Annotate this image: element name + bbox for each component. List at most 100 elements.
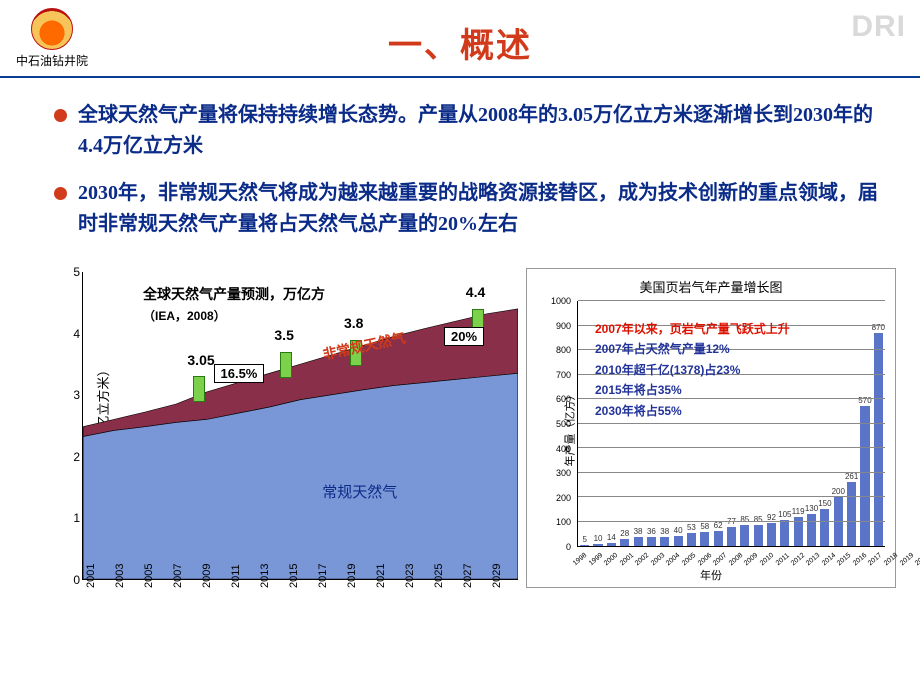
y-tick: 4 [73, 327, 80, 341]
bar [647, 537, 656, 546]
overlay-line: 2015年将占35% [595, 380, 790, 400]
x-tick: 2021 [373, 582, 402, 628]
x-tick: 2007 [169, 582, 198, 628]
x-tick: 2005 [140, 582, 169, 628]
bullet-item: 全球天然气产量将保持持续增长态势。产量从2008年的3.05万亿立方米逐渐增长到… [56, 100, 880, 162]
y-tick: 2 [73, 450, 80, 464]
x-tick: 2027 [460, 582, 489, 628]
watermark: DRI [851, 10, 906, 44]
conventional-series [83, 373, 518, 579]
slide-title: 一、概述 [0, 0, 920, 67]
overlay-line: 2010年超千亿(1378)占23% [595, 360, 790, 380]
bar-value-label: 58 [700, 522, 709, 531]
gridline [578, 447, 885, 448]
y-tick: 700 [547, 370, 571, 380]
bar-x-label: 年份 [527, 567, 895, 583]
bar-column: 150 [818, 301, 831, 546]
bar-value-label: 38 [660, 527, 669, 536]
bar [607, 543, 616, 546]
x-tick: 2017 [315, 582, 344, 628]
x-tick: 2003 [111, 582, 140, 628]
us-shale-bar-chart: 美国页岩气年产量增长图 年产量（亿方） 01002003004005006007… [526, 268, 896, 588]
area-y-ticks: 012345 [60, 272, 80, 580]
overlay-line: 2030年将占55% [595, 401, 790, 421]
x-tick: 2023 [402, 582, 431, 628]
bar-overlay-text: 2007年以来，页岩气产量飞跃式上升2007年占天然气产量12%2010年超千亿… [589, 315, 796, 425]
x-tick: 2009 [198, 582, 227, 628]
y-tick: 300 [547, 468, 571, 478]
y-tick: 0 [73, 573, 80, 587]
x-tick: 2011 [227, 582, 256, 628]
bar [687, 533, 696, 546]
y-tick: 100 [547, 517, 571, 527]
bar [740, 525, 749, 546]
bar-y-ticks: 01002003004005006007008009001000 [551, 301, 575, 547]
bar [767, 523, 776, 546]
x-tick: 2025 [431, 582, 460, 628]
x-tick: 2019 [344, 582, 373, 628]
slide-header: 中石油钻井院 一、概述 DRI [0, 0, 920, 78]
value-callout: 4.4 [466, 284, 485, 300]
percent-badge: 20% [444, 327, 484, 346]
y-tick: 0 [547, 542, 571, 552]
y-tick: 3 [73, 388, 80, 402]
y-tick: 600 [547, 394, 571, 404]
bar-value-label: 14 [607, 533, 616, 542]
value-callout: 3.8 [344, 315, 363, 331]
value-callout: 3.05 [187, 352, 214, 368]
bar-column: 570 [858, 301, 871, 546]
area-chart-subtitle: （IEA，2008） [143, 307, 325, 324]
bar-value-label: 105 [778, 510, 791, 519]
bar-value-label: 119 [792, 507, 805, 516]
y-tick: 1 [73, 511, 80, 525]
bar-value-label: 200 [832, 487, 845, 496]
bar [780, 520, 789, 546]
x-tick: 2029 [489, 582, 518, 628]
bar-value-label: 261 [845, 472, 858, 481]
y-tick: 1000 [547, 296, 571, 306]
bar-value-label: 62 [714, 521, 723, 530]
bullet-list: 全球天然气产量将保持持续增长态势。产量从2008年的3.05万亿立方米逐渐增长到… [0, 78, 920, 266]
y-tick: 200 [547, 493, 571, 503]
value-callout: 3.5 [274, 327, 293, 343]
bar-value-label: 130 [805, 504, 818, 513]
bar-x-ticks: 1998199920002001200220032004200520062007… [577, 549, 885, 569]
bar [660, 537, 669, 546]
gridline [578, 472, 885, 473]
bullet-item: 2030年，非常规天然气将成为越来越重要的战略资源接替区，成为技术创新的重点领域… [56, 178, 880, 240]
gridline [578, 300, 885, 301]
bar-column: 261 [845, 301, 858, 546]
bar-column: 130 [805, 301, 818, 546]
global-gas-area-chart: 天然气年产量（万亿立方米） 012345 全球天然气产量预测，万亿方 （IEA，… [48, 268, 518, 628]
marker-bar [193, 376, 205, 402]
bar [593, 544, 602, 546]
percent-badge: 16.5% [214, 364, 265, 383]
bar-value-label: 40 [674, 526, 683, 535]
marker-bar [280, 352, 292, 378]
bar [874, 333, 883, 546]
y-tick: 500 [547, 419, 571, 429]
bar-column: 200 [832, 301, 845, 546]
bar-column: 870 [872, 301, 885, 546]
bar [634, 537, 643, 546]
bar-value-label: 36 [647, 527, 656, 536]
company-logo: 中石油钻井院 [16, 8, 88, 69]
y-tick: 900 [547, 321, 571, 331]
cnpc-logo-icon [31, 8, 73, 50]
bar [620, 539, 629, 546]
bar-value-label: 150 [818, 499, 831, 508]
conventional-label: 常规天然气 [322, 481, 397, 502]
bar [820, 509, 829, 546]
x-tick: 2015 [285, 582, 314, 628]
overlay-line: 2007年以来，页岩气产量飞跃式上升 [595, 319, 790, 339]
bar-value-label: 38 [634, 527, 643, 536]
bar [754, 525, 763, 546]
company-name: 中石油钻井院 [16, 52, 88, 69]
bar [700, 532, 709, 546]
bar-value-label: 53 [687, 523, 696, 532]
overlay-line: 2007年占天然气产量12% [595, 339, 790, 359]
gridline [578, 496, 885, 497]
y-tick: 400 [547, 444, 571, 454]
bar [847, 482, 856, 546]
y-tick: 5 [73, 265, 80, 279]
